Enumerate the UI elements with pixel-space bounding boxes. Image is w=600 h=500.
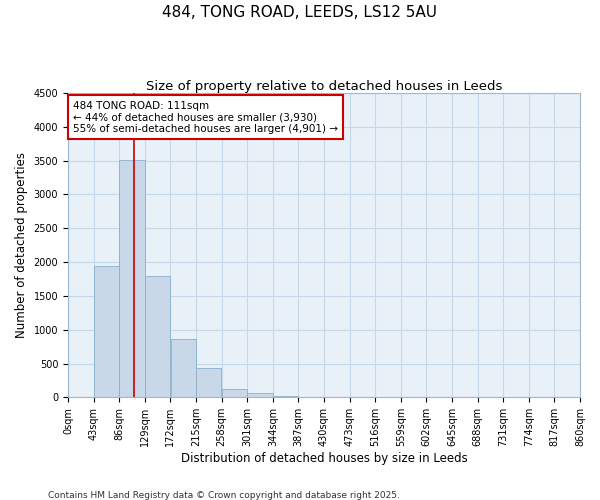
Bar	[145, 276, 170, 398]
Bar	[222, 389, 247, 398]
Text: 484, TONG ROAD, LEEDS, LS12 5AU: 484, TONG ROAD, LEEDS, LS12 5AU	[163, 5, 437, 20]
Text: Contains HM Land Registry data © Crown copyright and database right 2025.: Contains HM Land Registry data © Crown c…	[48, 490, 400, 500]
X-axis label: Distribution of detached houses by size in Leeds: Distribution of detached houses by size …	[181, 452, 467, 465]
Y-axis label: Number of detached properties: Number of detached properties	[15, 152, 28, 338]
Bar	[247, 392, 272, 398]
Title: Size of property relative to detached houses in Leeds: Size of property relative to detached ho…	[146, 80, 502, 93]
Bar	[299, 396, 324, 398]
Bar	[119, 160, 145, 398]
Bar	[94, 266, 119, 398]
Bar	[170, 338, 196, 398]
Bar	[273, 396, 298, 398]
Text: 484 TONG ROAD: 111sqm
← 44% of detached houses are smaller (3,930)
55% of semi-d: 484 TONG ROAD: 111sqm ← 44% of detached …	[73, 100, 338, 134]
Bar	[196, 368, 221, 398]
